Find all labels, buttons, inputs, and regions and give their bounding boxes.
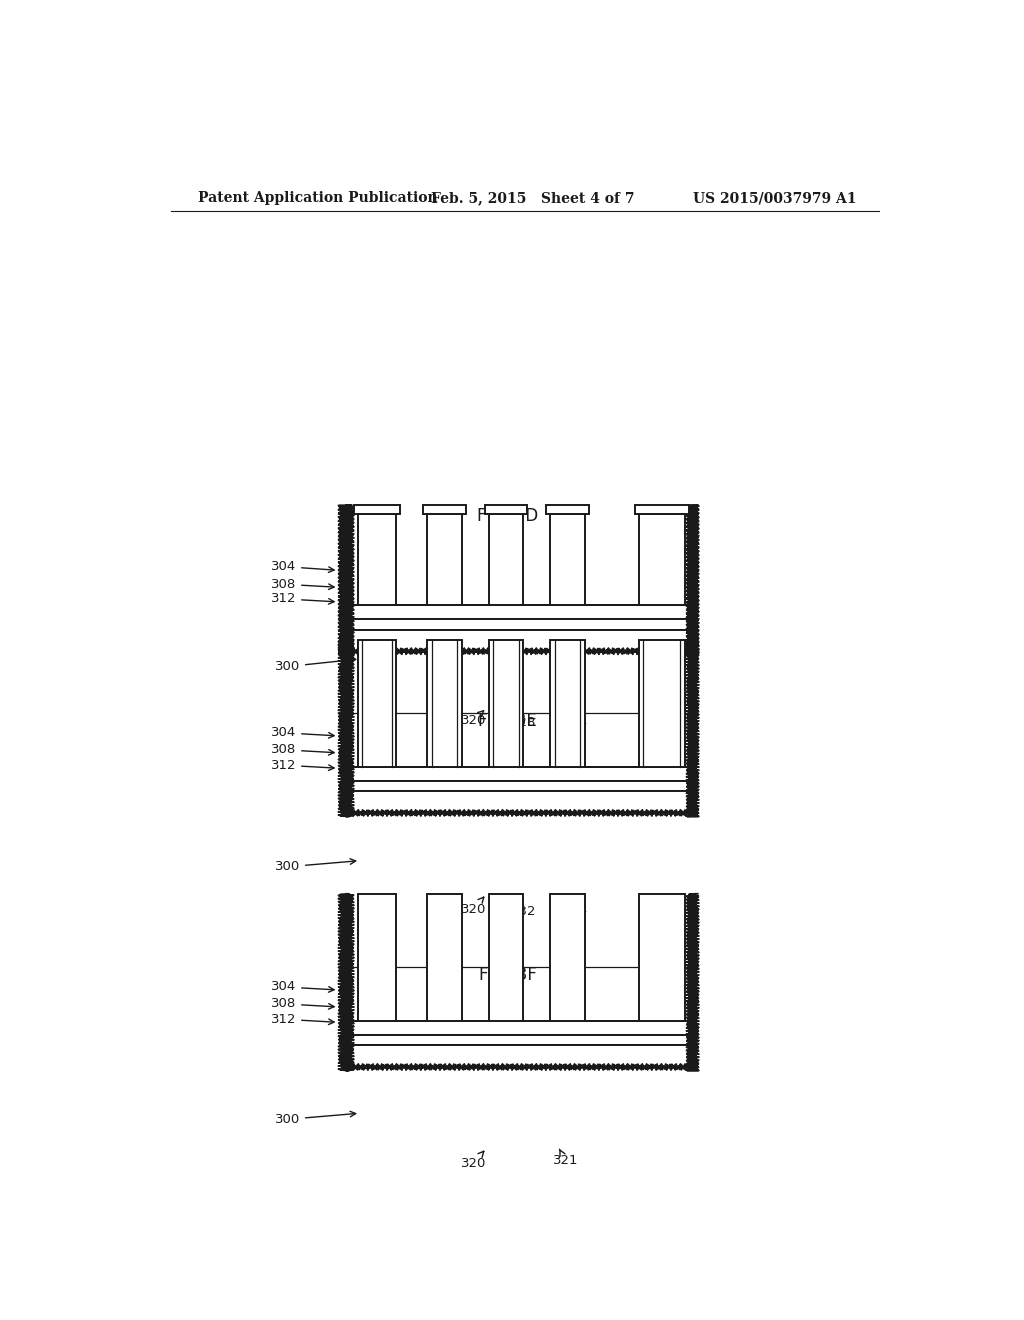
Bar [547,506,589,515]
Bar [423,506,466,515]
Text: Patent Application Publication: Patent Application Publication [199,191,438,206]
Bar [346,630,692,651]
Bar [346,619,692,630]
Bar [391,515,396,605]
Text: 304: 304 [271,726,334,739]
Bar [354,506,400,515]
Text: 304: 304 [271,560,334,573]
Text: 312: 312 [270,759,334,772]
Text: 308: 308 [271,578,334,591]
Bar [488,515,494,605]
Text: US 2015/0037979 A1: US 2015/0037979 A1 [692,191,856,206]
Bar [357,894,396,1020]
Bar [550,515,555,605]
Text: 312: 312 [270,1012,334,1026]
Bar [581,515,585,605]
Text: 300: 300 [274,859,355,874]
Bar [550,894,585,1020]
Bar [680,515,685,605]
Text: Feb. 5, 2015   Sheet 4 of 7: Feb. 5, 2015 Sheet 4 of 7 [431,191,634,206]
Text: 308: 308 [271,743,334,756]
Bar [357,515,396,605]
Bar [639,640,685,767]
Text: 300: 300 [274,657,355,673]
Bar [346,767,692,780]
Bar [427,515,432,605]
Bar [346,605,692,619]
Bar [488,515,523,605]
Bar [346,1035,692,1045]
Bar [346,1045,692,1067]
Text: 304: 304 [271,981,334,994]
Text: 332: 332 [511,899,536,917]
Bar [427,894,462,1020]
Text: 300: 300 [274,1111,355,1126]
Bar [639,515,685,605]
Bar [346,780,692,792]
Text: 320: 320 [461,898,486,916]
Text: 308: 308 [271,998,334,1010]
Text: FIG. 3F: FIG. 3F [479,966,537,983]
Bar [488,640,523,767]
Bar [635,506,689,515]
Bar [550,640,585,767]
Bar [357,515,362,605]
Text: 321: 321 [563,709,589,727]
Bar [518,515,523,605]
Text: FIG. 3E: FIG. 3E [478,711,538,730]
Text: 328: 328 [511,711,536,730]
Text: FIG. 3D: FIG. 3D [477,507,539,525]
Bar [639,894,685,1020]
Bar [457,515,462,605]
Bar [550,515,585,605]
Bar [346,1020,692,1035]
Text: 312: 312 [270,593,334,606]
Bar [488,894,523,1020]
Text: 320: 320 [461,1151,486,1170]
Text: 321: 321 [563,896,589,915]
Bar [639,515,643,605]
Bar [427,640,462,767]
Text: 321: 321 [553,1150,579,1167]
Bar [357,640,396,767]
Bar [484,506,527,515]
Bar [427,515,462,605]
Bar [346,792,692,813]
Text: 320: 320 [461,710,486,727]
